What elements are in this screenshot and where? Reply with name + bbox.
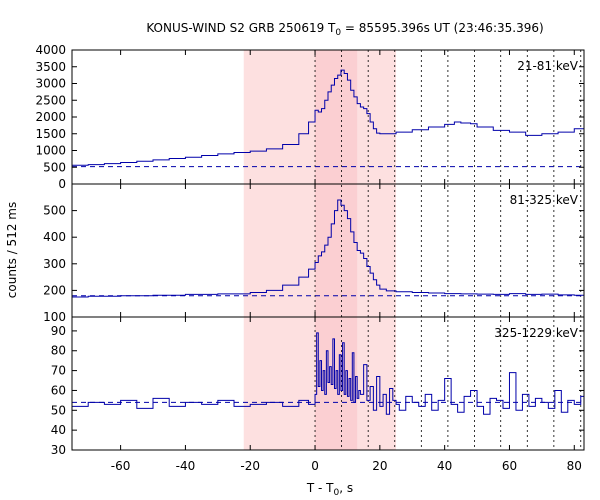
y-tick-label: 4000 (35, 43, 66, 57)
x-tick-label: 20 (372, 459, 387, 473)
x-tick-label: 40 (437, 459, 452, 473)
y-tick-label: 60 (51, 383, 66, 397)
energy-band-label: 21-81 keV (517, 59, 579, 73)
panels: 0 500 1000 1500 2000 2500 3000 3500 4000 21-81 ke… (35, 43, 585, 457)
series-line (72, 332, 585, 415)
y-tick-label: 1500 (35, 127, 66, 141)
panel: 30 40 50 60 70 80 90 325-1229 keV (51, 316, 585, 457)
series-line (72, 69, 585, 166)
y-axis-label: counts / 512 ms (5, 202, 19, 298)
series-line (72, 199, 585, 298)
y-tick-label: 500 (43, 160, 66, 174)
y-tick-label: 200 (43, 283, 66, 297)
y-tick-label: 1000 (35, 144, 66, 158)
x-tick-label: -20 (240, 459, 260, 473)
y-tick-label: 0 (58, 177, 66, 191)
y-tick-label: 40 (51, 423, 66, 437)
x-tick-label: -60 (111, 459, 131, 473)
y-tick-label: 90 (51, 324, 66, 338)
y-tick-label: 50 (51, 403, 66, 417)
x-tick-label: 60 (502, 459, 517, 473)
x-tick-label: -40 (176, 459, 196, 473)
y-tick-label: 30 (51, 443, 66, 457)
x-tick-label: 80 (567, 459, 582, 473)
chart-title: KONUS-WIND S2 GRB 250619 T0 = 85595.396s… (146, 21, 543, 38)
y-tick-label: 80 (51, 344, 66, 358)
energy-band-label: 81-325 keV (510, 193, 579, 207)
y-tick-label: 400 (43, 230, 66, 244)
y-tick-label: 3000 (35, 77, 66, 91)
y-tick-label: 2000 (35, 110, 66, 124)
energy-band-label: 325-1229 keV (494, 326, 578, 340)
x-axis: -60 -40 -20 0 20 40 60 80 (111, 459, 582, 473)
y-tick-label: 2500 (35, 93, 66, 107)
y-tick-label: 500 (43, 204, 66, 218)
y-tick-label: 300 (43, 257, 66, 271)
x-tick-label: 0 (311, 459, 319, 473)
y-tick-label: 3500 (35, 60, 66, 74)
x-axis-label: T - T0, s (306, 481, 353, 498)
panel-frame (71, 316, 585, 451)
y-tick-label: 100 (43, 310, 66, 324)
y-tick-label: 70 (51, 364, 66, 378)
panel: 100 200 300 400 500 81-325 keV (43, 183, 585, 324)
